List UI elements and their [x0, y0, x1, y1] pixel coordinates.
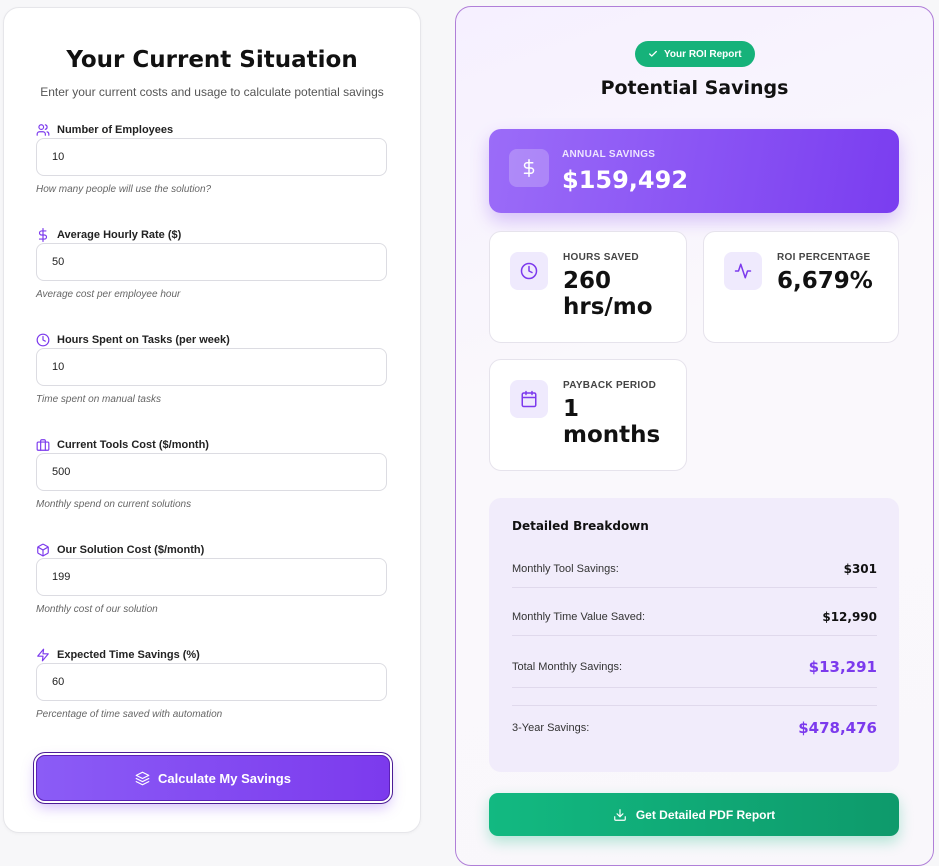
field-solution-cost: Our Solution Cost ($/month) Monthly cost…	[36, 542, 388, 615]
detailed-breakdown: Detailed Breakdown Monthly Tool Savings:…	[489, 498, 899, 772]
dollar-icon	[523, 159, 535, 177]
field-help-solution-cost: Monthly cost of our solution	[36, 604, 158, 615]
page-subtitle: Enter your current costs and usage to ca…	[40, 85, 384, 99]
users-icon	[36, 124, 50, 136]
roi-percentage-card: ROI PERCENTAGE 6,679%	[703, 231, 899, 343]
payback-period-label: PAYBACK PERIOD	[563, 380, 657, 391]
field-help-hours: Time spent on manual tasks	[36, 394, 161, 405]
hours-saved-value: 260 hrs/mo	[563, 268, 653, 320]
clock-icon	[36, 333, 50, 347]
employees-input[interactable]	[36, 138, 387, 176]
hours-saved-card: HOURS SAVED 260 hrs/mo	[489, 231, 687, 343]
divider	[512, 705, 877, 706]
field-help-time-savings: Percentage of time saved with automation	[36, 709, 223, 720]
calendar-icon	[521, 390, 537, 408]
breakdown-row: Monthly Time Value Saved: $12,990	[512, 610, 877, 624]
field-tools-cost: Current Tools Cost ($/month) Monthly spe…	[36, 437, 388, 510]
time-savings-input[interactable]	[36, 663, 387, 701]
roi-report-badge: Your ROI Report	[635, 41, 755, 67]
zap-icon	[37, 648, 49, 662]
roi-percentage-value: 6,679%	[777, 268, 873, 294]
field-employees: Number of Employees How many people will…	[36, 122, 388, 195]
package-icon	[37, 543, 49, 557]
annual-savings-label: ANNUAL SAVINGS	[562, 149, 656, 160]
briefcase-icon	[36, 439, 50, 451]
field-hourly-rate: Average Hourly Rate ($) Average cost per…	[36, 227, 388, 300]
page-title: Your Current Situation	[66, 47, 358, 73]
annual-savings-value: $159,492	[562, 166, 689, 194]
hourly-rate-input[interactable]	[36, 243, 387, 281]
annual-savings-card: ANNUAL SAVINGS $159,492	[489, 129, 899, 213]
activity-icon	[734, 263, 752, 279]
field-label-employees: Number of Employees	[57, 124, 174, 136]
results-panel: Your ROI Report Potential Savings ANNUAL…	[455, 6, 934, 866]
hours-saved-label: HOURS SAVED	[563, 252, 639, 263]
breakdown-row-three-year: 3-Year Savings: $478,476	[512, 719, 877, 737]
breakdown-row-total: Total Monthly Savings: $13,291	[512, 658, 877, 676]
field-label-solution-cost: Our Solution Cost ($/month)	[57, 544, 205, 556]
field-help-hourly-rate: Average cost per employee hour	[36, 289, 181, 300]
pdf-report-button-label: Get Detailed PDF Report	[635, 807, 776, 822]
field-label-hourly-rate: Average Hourly Rate ($)	[57, 229, 182, 241]
breakdown-title: Detailed Breakdown	[512, 519, 649, 533]
field-time-savings: Expected Time Savings (%) Percentage of …	[36, 647, 388, 720]
payback-period-card: PAYBACK PERIOD 1 months	[489, 359, 687, 471]
clock-icon	[520, 262, 538, 280]
field-label-hours: Hours Spent on Tasks (per week)	[57, 334, 230, 346]
check-icon	[649, 50, 657, 57]
breakdown-row: Monthly Tool Savings: $301	[512, 562, 877, 576]
layers-icon	[135, 771, 150, 785]
results-title: Potential Savings	[600, 77, 789, 99]
download-icon	[613, 808, 626, 821]
roi-percentage-label: ROI PERCENTAGE	[777, 252, 871, 263]
calculate-button-label: Calculate My Savings	[158, 770, 291, 786]
pdf-report-button[interactable]: Get Detailed PDF Report	[489, 793, 899, 836]
hours-input[interactable]	[36, 348, 387, 386]
input-panel: Your Current Situation Enter your curren…	[3, 7, 421, 833]
calculate-button[interactable]: Calculate My Savings	[36, 755, 390, 801]
field-help-tools-cost: Monthly spend on current solutions	[36, 499, 192, 510]
field-label-tools-cost: Current Tools Cost ($/month)	[57, 439, 209, 451]
field-hours: Hours Spent on Tasks (per week) Time spe…	[36, 332, 388, 405]
solution-cost-input[interactable]	[36, 558, 387, 596]
divider	[512, 687, 877, 688]
payback-period-value: 1 months	[563, 396, 661, 448]
divider	[512, 587, 877, 588]
field-help-employees: How many people will use the solution?	[36, 184, 212, 195]
dollar-icon	[38, 228, 48, 242]
tools-cost-input[interactable]	[36, 453, 387, 491]
field-label-time-savings: Expected Time Savings (%)	[57, 649, 200, 661]
divider	[512, 635, 877, 636]
